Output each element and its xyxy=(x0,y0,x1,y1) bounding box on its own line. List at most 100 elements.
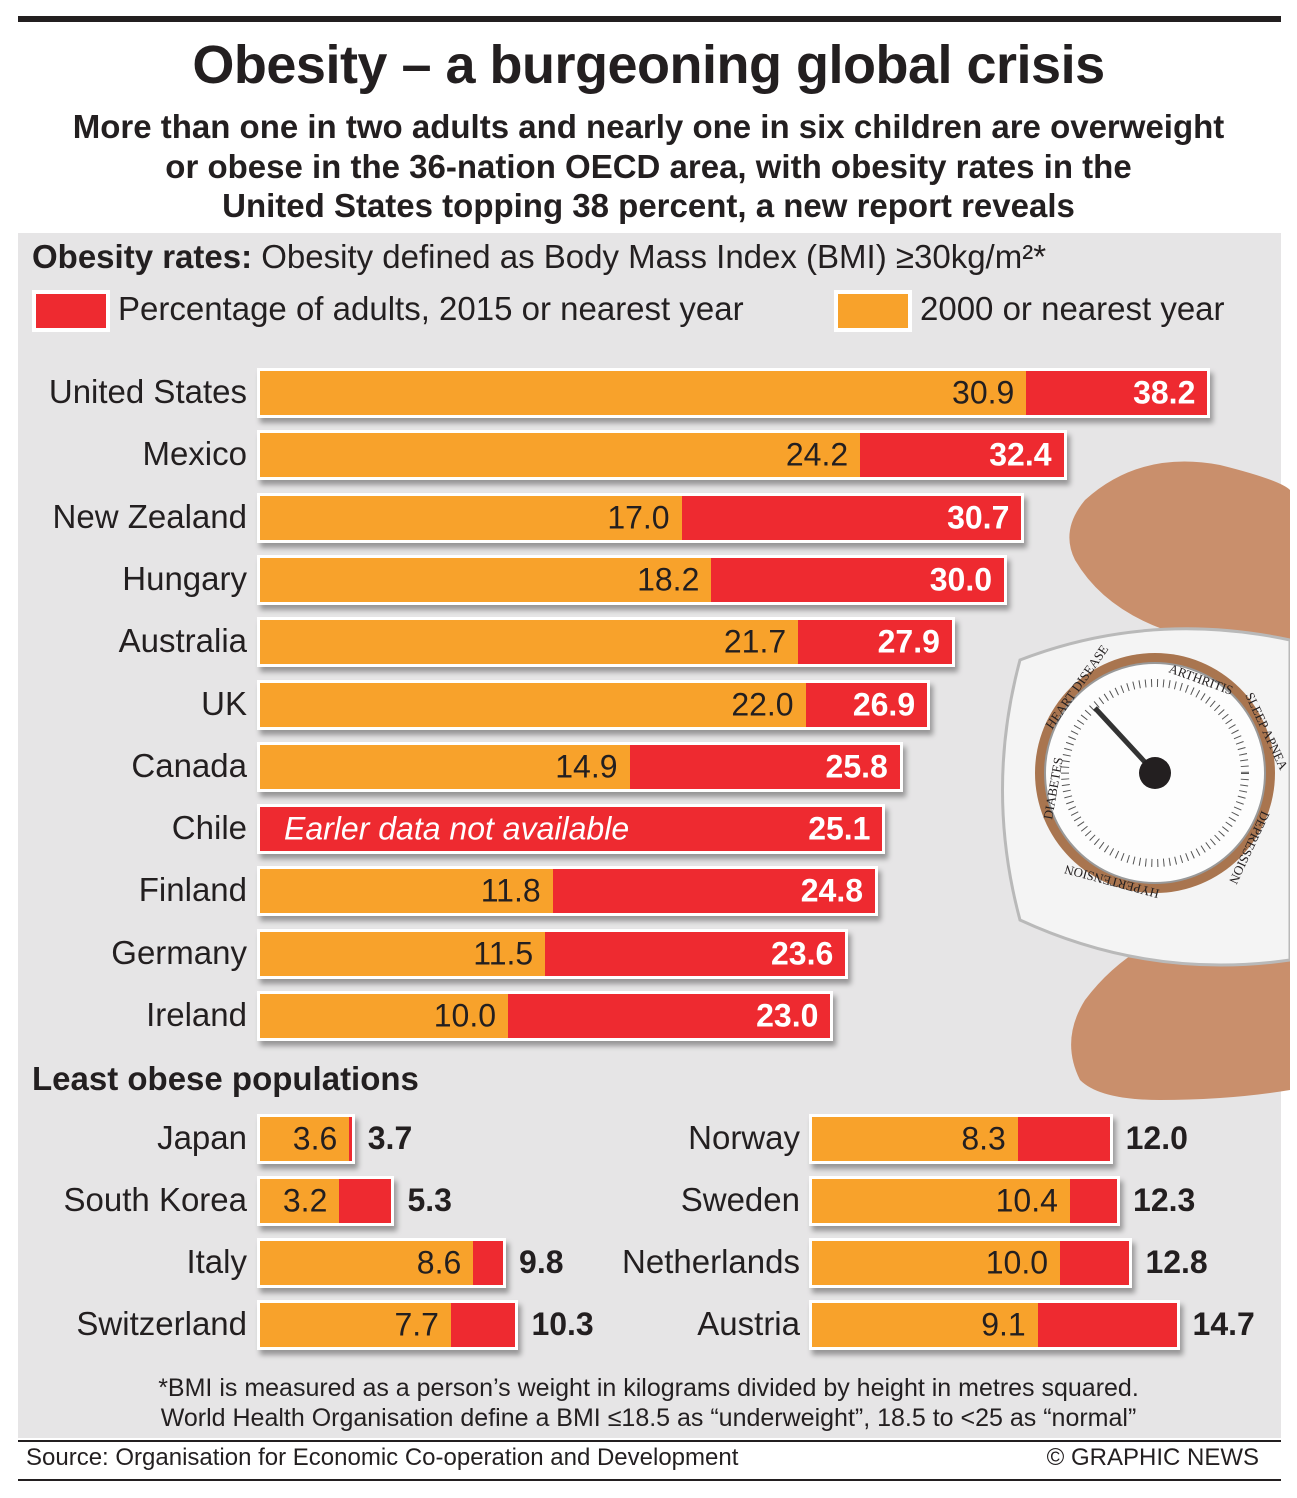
value-2015: 10.3 xyxy=(531,1306,594,1342)
bar-australia: 21.7 27.9 xyxy=(257,617,955,668)
value-2015: 23.6 xyxy=(770,935,834,972)
bar-netherlands: 10.0 xyxy=(809,1238,1133,1288)
bar-segment-2000: 14.9 xyxy=(260,744,630,789)
bar-segment-2000: 7.7 xyxy=(260,1303,451,1347)
country-label: Germany xyxy=(111,933,247,971)
bar-segment-2000: 22.0 xyxy=(260,682,806,727)
top-foot-icon xyxy=(1069,461,1290,660)
country-label: New Zealand xyxy=(52,497,247,535)
bar-segment-2000: 3.6 xyxy=(260,1117,350,1161)
value-2015: 5.3 xyxy=(407,1182,452,1218)
legend-swatch-2015 xyxy=(32,290,110,332)
value-2015: 26.9 xyxy=(852,686,916,722)
bar-ireland: 10.0 23.0 xyxy=(257,991,834,1041)
country-label: Finland xyxy=(138,871,247,909)
country-label: Netherlands xyxy=(622,1243,800,1280)
country-label: Austria xyxy=(697,1305,800,1342)
section-heading-bold: Obesity rates: xyxy=(32,238,253,275)
bar-sweden: 10.4 xyxy=(809,1176,1121,1226)
bar-segment-2015 xyxy=(450,1303,516,1347)
bar-segment-2000: 10.0 xyxy=(812,1241,1060,1285)
value-2000: 3.6 xyxy=(292,1120,338,1157)
legend-label-2015: Percentage of adults, 2015 or nearest ye… xyxy=(118,290,744,327)
bar-switzerland: 7.7 xyxy=(257,1300,519,1350)
bar-segment-2000: 11.8 xyxy=(260,869,553,914)
value-2015: 12.3 xyxy=(1133,1182,1196,1218)
bar-segment-2000: 3.2 xyxy=(260,1179,340,1223)
value-2000: 10.0 xyxy=(433,997,496,1034)
section-heading-text: Obesity defined as Body Mass Index (BMI)… xyxy=(261,238,1047,275)
country-label: Mexico xyxy=(142,435,247,473)
value-2000: 10.4 xyxy=(995,1182,1058,1219)
value-2000: 3.2 xyxy=(282,1182,328,1219)
bar-segment-2015: 30.7 xyxy=(681,495,1022,540)
bar-segment-2000: 21.7 xyxy=(260,620,799,665)
scale-needle-hub xyxy=(1139,757,1171,789)
bar-segment-2015: 27.9 xyxy=(798,620,952,665)
bar-chile: Earler data not available 25.1 xyxy=(257,804,886,855)
bar-hungary: 18.2 30.0 xyxy=(257,554,1007,605)
bathroom-scale-illustration: HEART DISEASE ARTHRITIS SLEEP APNEA DEPR… xyxy=(1001,461,1290,1100)
footer-rule-top xyxy=(18,1440,1281,1442)
legend-swatch-2000 xyxy=(834,290,912,332)
credit-text: © GRAPHIC NEWS xyxy=(1046,1444,1259,1471)
bar-segment-2015: Earler data not available 25.1 xyxy=(260,807,883,852)
bar-segment-2015 xyxy=(339,1179,392,1223)
country-label: Italy xyxy=(186,1243,247,1280)
bar-segment-2000: 10.0 xyxy=(260,994,508,1038)
scale-ticks xyxy=(1061,679,1249,867)
bar-segment-2000: 8.3 xyxy=(812,1117,1018,1161)
bar-segment-2015: 26.9 xyxy=(805,682,928,727)
value-2015: 3.7 xyxy=(367,1120,413,1156)
value-2000: 8.6 xyxy=(416,1244,462,1281)
value-2000: 14.9 xyxy=(555,748,618,785)
bar-segment-2000: 17.0 xyxy=(260,495,682,540)
value-2015: 23.0 xyxy=(756,997,819,1034)
source-text: Source: Organisation for Economic Co-ope… xyxy=(26,1444,739,1471)
value-2000: 21.7 xyxy=(723,623,787,660)
footer-rule-bottom xyxy=(18,1479,1281,1481)
bar-italy: 8.6 xyxy=(257,1238,507,1288)
country-label: Hungary xyxy=(122,559,247,597)
value-2015: 32.4 xyxy=(989,436,1052,473)
value-2015: 25.1 xyxy=(808,810,871,847)
country-label: UK xyxy=(201,684,247,722)
subtitle-line-2: or obese in the 36-nation OECD area, wit… xyxy=(165,148,1132,185)
bar-segment-2015 xyxy=(1017,1117,1110,1161)
bar-finland: 11.8 24.8 xyxy=(257,866,879,917)
value-2000: 10.0 xyxy=(985,1244,1048,1281)
value-2015: 14.7 xyxy=(1192,1306,1255,1342)
value-2015: 30.7 xyxy=(947,499,1010,536)
footnote-line-2: World Health Organisation define a BMI ≤… xyxy=(160,1404,1137,1432)
value-2000: 7.7 xyxy=(394,1306,439,1343)
bar-united-states: 30.9 38.2 xyxy=(257,368,1211,418)
country-label: Chile xyxy=(171,809,247,847)
country-label: Japan xyxy=(157,1119,247,1156)
bar-segment-2000: 9.1 xyxy=(812,1303,1038,1347)
bar-segment-2000: 10.4 xyxy=(812,1179,1070,1223)
top-rule xyxy=(18,16,1281,22)
country-label: Norway xyxy=(688,1119,800,1156)
country-label: South Korea xyxy=(63,1181,247,1218)
bar-south-korea: 3.2 xyxy=(257,1176,395,1226)
bar-segment-2015 xyxy=(349,1117,352,1161)
bar-japan: 3.6 xyxy=(257,1114,355,1164)
value-2000: 22.0 xyxy=(731,686,794,722)
value-2000: 30.9 xyxy=(952,374,1015,411)
bar-segment-2015: 25.8 xyxy=(629,744,900,789)
country-label: United States xyxy=(48,373,247,410)
value-2000: 9.1 xyxy=(981,1306,1026,1343)
value-2000: 17.0 xyxy=(607,499,670,536)
bar-segment-2015 xyxy=(473,1241,504,1285)
value-2000: 18.2 xyxy=(637,561,700,598)
country-label: Switzerland xyxy=(76,1305,247,1342)
page-title: Obesity – a burgeoning global crisis xyxy=(192,35,1105,95)
bar-segment-2015: 23.0 xyxy=(508,994,831,1038)
value-2000: 11.8 xyxy=(480,872,541,909)
bar-segment-2015: 24.8 xyxy=(552,869,876,914)
bar-uk: 22.0 26.9 xyxy=(257,679,931,730)
country-label: Ireland xyxy=(146,996,247,1033)
subtitle-line-1: More than one in two adults and nearly o… xyxy=(72,108,1225,145)
bar-segment-2015: 30.0 xyxy=(711,557,1004,602)
